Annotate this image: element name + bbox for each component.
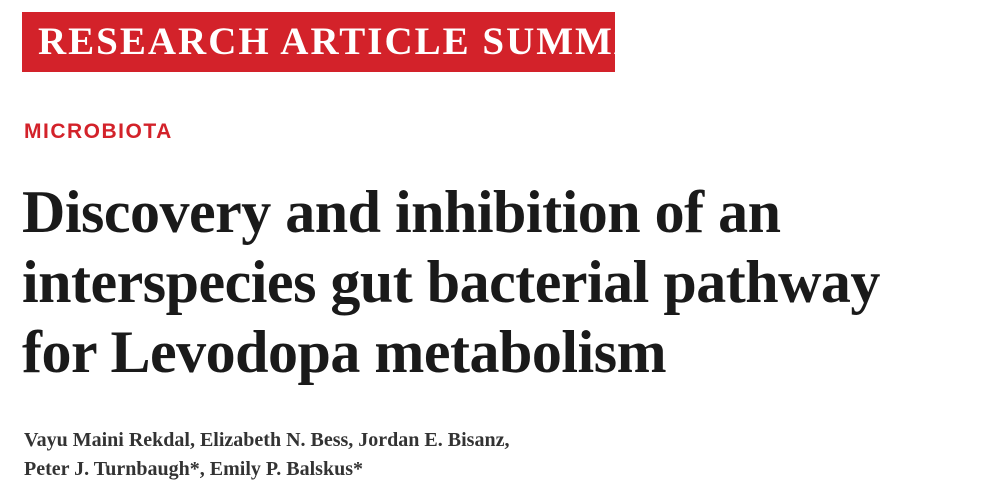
title-line: Discovery and inhibition of an xyxy=(22,179,781,245)
author-line: Vayu Maini Rekdal, Elizabeth N. Bess, Jo… xyxy=(24,429,510,451)
banner xyxy=(22,12,615,72)
title-line: interspecies gut bacterial pathway xyxy=(22,249,880,315)
title-line: for Levodopa metabolism xyxy=(22,319,667,385)
author-line: Peter J. Turnbaugh*, Emily P. Balskus* xyxy=(24,458,363,480)
banner-label: RESEARCH ARTICLE SUMMARY xyxy=(38,20,703,63)
section-label: MICROBIOTA xyxy=(24,120,173,143)
